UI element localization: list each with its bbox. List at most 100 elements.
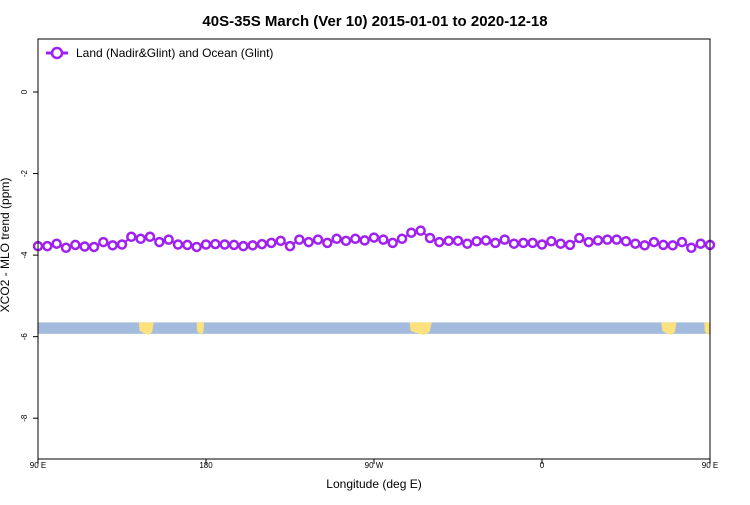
data-point-61 — [602, 234, 613, 245]
data-point-1 — [42, 240, 53, 252]
data-point-14 — [163, 234, 174, 245]
land-patch-3 — [661, 322, 677, 335]
data-point-17 — [191, 241, 202, 253]
x-axis: 90 E 180 90 W 0 90 E — [30, 459, 718, 470]
data-point-44 — [443, 235, 454, 247]
data-point-60 — [592, 235, 604, 246]
data-point-48 — [480, 235, 492, 246]
x-tick-label-3: 0 — [540, 461, 545, 470]
land-patch-0 — [138, 322, 154, 335]
data-point-43 — [434, 236, 445, 248]
data-point-7 — [98, 236, 109, 248]
data-point-39 — [396, 233, 408, 245]
data-point-9 — [116, 239, 128, 250]
series-line-group — [32, 225, 716, 254]
land-patch-1 — [196, 322, 205, 335]
x-tick-label-4: 90 E — [702, 461, 718, 470]
data-point-27 — [284, 240, 296, 252]
data-point-69 — [676, 236, 688, 248]
data-point-18 — [200, 239, 212, 250]
data-point-57 — [564, 239, 576, 251]
y-axis: 0 -2 -4 -6 -8 — [20, 89, 38, 422]
data-point-22 — [238, 240, 249, 252]
data-point-8 — [107, 240, 118, 251]
data-point-50 — [499, 234, 510, 245]
x-tick-label-1: 180 — [199, 461, 213, 470]
x-axis-label: Longitude (deg E) — [326, 477, 421, 491]
data-point-25 — [266, 237, 277, 249]
data-point-37 — [378, 234, 389, 245]
data-point-42 — [424, 232, 436, 244]
y-tick-label-4: -8 — [20, 414, 29, 422]
y-tick-label-3: -6 — [20, 333, 29, 341]
data-point-19 — [210, 238, 221, 250]
data-point-16 — [182, 239, 193, 251]
data-point-24 — [256, 238, 268, 250]
ocean-band — [38, 322, 710, 334]
map-strip — [38, 322, 710, 335]
data-point-23 — [247, 240, 258, 251]
y-tick-label-1: -2 — [20, 169, 29, 177]
data-point-59 — [583, 236, 594, 248]
data-point-15 — [172, 239, 184, 250]
data-point-11 — [135, 233, 146, 245]
data-point-10 — [126, 231, 137, 243]
data-point-63 — [620, 236, 632, 247]
data-point-29 — [303, 236, 314, 248]
data-point-51 — [508, 238, 520, 249]
legend: Land (Nadir&Glint) and Ocean (Glint) — [46, 46, 273, 60]
data-point-71 — [695, 238, 706, 249]
data-point-6 — [88, 241, 100, 253]
data-point-66 — [648, 236, 660, 248]
data-point-54 — [536, 239, 548, 250]
y-tick-label-2: -4 — [20, 251, 29, 259]
y-tick-label-0: 0 — [20, 89, 29, 94]
data-point-36 — [368, 232, 380, 243]
y-axis-label: XCO2 - MLO trend (ppm) — [0, 178, 12, 313]
x-tick-label-2: 90 W — [365, 461, 384, 470]
data-point-56 — [555, 238, 566, 249]
data-point-33 — [340, 235, 352, 247]
data-point-32 — [331, 233, 342, 245]
data-point-55 — [546, 236, 557, 247]
data-point-21 — [228, 239, 240, 251]
data-point-62 — [611, 234, 622, 245]
data-point-49 — [490, 237, 501, 249]
data-point-68 — [667, 240, 678, 251]
data-point-12 — [144, 231, 156, 243]
legend-label: Land (Nadir&Glint) and Ocean (Glint) — [76, 46, 273, 60]
data-point-5 — [79, 241, 90, 252]
data-point-64 — [630, 238, 641, 249]
data-point-28 — [294, 234, 305, 245]
data-point-46 — [462, 238, 473, 249]
legend-marker — [50, 46, 64, 60]
data-point-67 — [658, 239, 669, 251]
data-point-53 — [527, 237, 538, 249]
data-point-52 — [518, 237, 529, 249]
data-point-30 — [312, 234, 324, 245]
data-point-58 — [574, 232, 585, 244]
data-point-3 — [60, 242, 72, 254]
data-point-31 — [322, 237, 333, 249]
data-point-13 — [154, 236, 165, 248]
data-point-41 — [415, 225, 426, 236]
plot-frame — [37, 38, 711, 460]
data-point-4 — [70, 239, 81, 251]
data-point-45 — [452, 235, 464, 247]
data-point-38 — [387, 237, 398, 249]
data-point-40 — [406, 227, 417, 238]
data-point-65 — [639, 240, 650, 251]
land-patch-2 — [409, 322, 432, 335]
data-point-70 — [686, 242, 697, 254]
data-point-47 — [471, 236, 482, 247]
data-point-20 — [219, 239, 230, 250]
land-patch-4 — [704, 322, 710, 335]
data-point-35 — [359, 235, 370, 246]
data-point-2 — [51, 238, 62, 249]
data-point-26 — [275, 235, 286, 247]
data-point-34 — [350, 233, 361, 245]
x-tick-label-0: 90 E — [30, 461, 46, 470]
chart-title: 40S-35S March (Ver 10) 2015-01-01 to 202… — [202, 13, 547, 30]
